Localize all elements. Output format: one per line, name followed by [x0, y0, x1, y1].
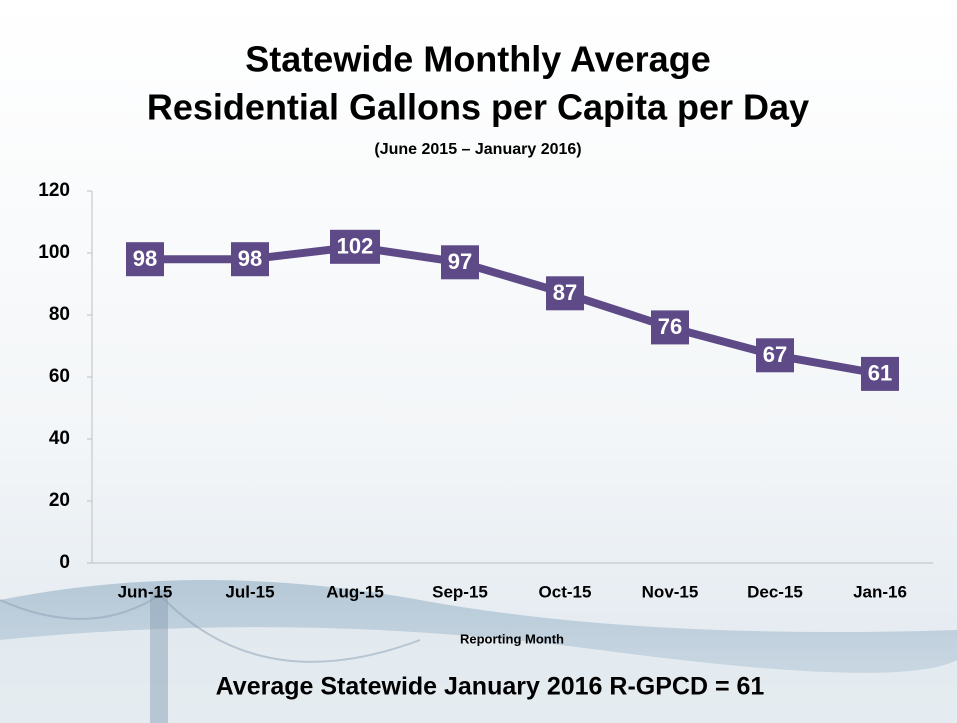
y-tick-label: 60	[49, 366, 70, 387]
value-label-box	[231, 242, 269, 277]
x-tick-label: Jul-15	[225, 582, 274, 601]
annotation: Average Statewide January 2016 R-GPCD = …	[216, 673, 765, 701]
y-tick-label: 40	[49, 428, 70, 449]
value-label-box	[126, 242, 164, 277]
bridge-tower	[150, 590, 168, 723]
value-label: 67	[763, 342, 787, 367]
chart-title: Residential Gallons per Capita per Day	[147, 87, 809, 128]
y-tick-label: 80	[49, 304, 70, 325]
value-label-box	[546, 276, 584, 311]
value-label-box	[756, 338, 794, 373]
y-tick-label: 100	[38, 242, 70, 263]
value-label: 76	[658, 314, 682, 339]
chart-subtitle: (June 2015 – January 2016)	[374, 141, 581, 158]
background-wave	[0, 627, 957, 723]
value-label: 87	[553, 280, 577, 305]
bridge-cable	[0, 593, 421, 663]
x-tick-label: Jan-16	[853, 582, 907, 601]
value-label-box	[330, 229, 380, 264]
x-axis-label: Reporting Month	[460, 631, 564, 646]
x-tick-label: Oct-15	[539, 582, 592, 601]
y-tick-label: 120	[38, 180, 70, 201]
chart-title: Statewide Monthly Average	[245, 39, 710, 80]
value-label-box	[441, 245, 479, 280]
value-label: 61	[868, 361, 892, 386]
x-tick-label: Aug-15	[326, 582, 384, 601]
y-tick-label: 20	[49, 490, 70, 511]
x-tick-label: Sep-15	[432, 582, 488, 601]
value-label-box	[651, 310, 689, 345]
value-label: 98	[238, 246, 262, 271]
value-label: 98	[133, 246, 157, 271]
x-tick-label: Dec-15	[747, 582, 803, 601]
value-label: 97	[448, 249, 472, 274]
value-label: 102	[337, 234, 374, 259]
value-label-box	[861, 356, 899, 391]
y-tick-label: 0	[59, 552, 70, 573]
x-tick-label: Nov-15	[642, 582, 699, 601]
x-tick-label: Jun-15	[118, 582, 173, 601]
